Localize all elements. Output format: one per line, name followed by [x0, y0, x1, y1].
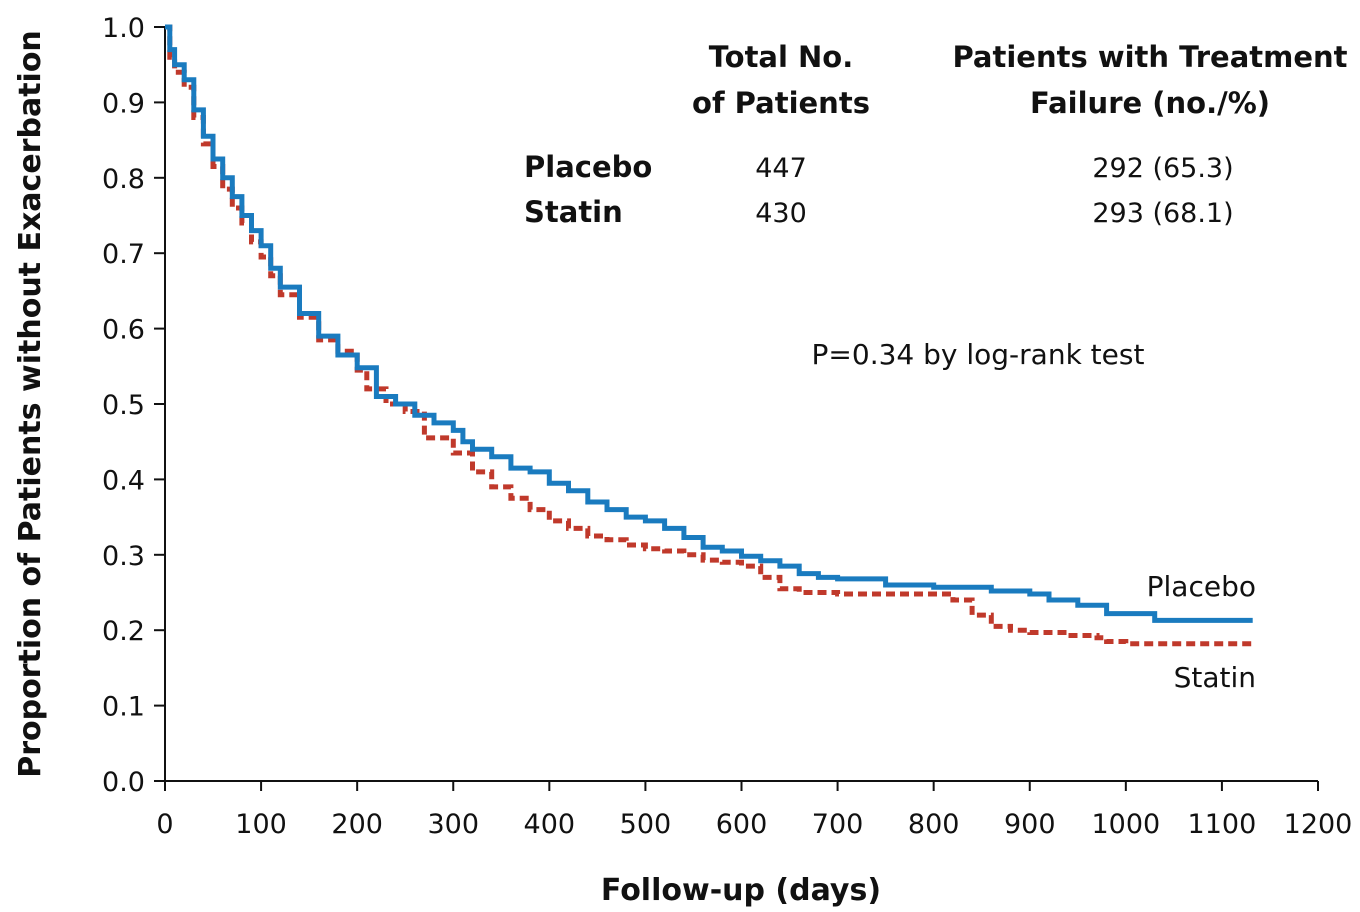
placebo-end-label: Placebo	[1147, 570, 1256, 603]
y-tick-label: 0.6	[102, 315, 145, 346]
x-tick-label: 1200	[1284, 809, 1353, 840]
table-row-group-statin: Statin	[524, 195, 623, 229]
y-tick-label: 0.1	[102, 692, 145, 723]
x-axis-title: Follow-up (days)	[601, 873, 881, 908]
table-row-failure-placebo: 292 (65.3)	[1092, 153, 1233, 184]
x-tick-label: 200	[331, 809, 383, 840]
table-col1-header-line1: Total No.	[709, 40, 854, 74]
y-tick-label: 1.0	[102, 13, 145, 44]
x-tick-label: 1000	[1091, 809, 1160, 840]
axes	[164, 27, 1318, 782]
y-tick-label: 0.2	[102, 616, 145, 647]
table-col2-header-line1: Patients with Treatment	[952, 40, 1347, 74]
y-tick-label: 0.5	[102, 390, 145, 421]
table-col2-header-line2: Failure (no./%)	[1030, 86, 1270, 120]
table-row-group-placebo: Placebo	[524, 150, 652, 184]
y-tick-label: 0.8	[102, 164, 145, 195]
x-tick-label: 500	[620, 809, 672, 840]
x-tick-label: 600	[716, 809, 768, 840]
y-ticks: 0.0 0.1 0.2 0.3 0.4 0.5 0.6 0.7 0.8 0.9 1.0	[102, 13, 165, 798]
series-line-placebo	[165, 24, 1253, 623]
series-layer	[165, 24, 1253, 647]
summary-table: Total No. of Patients Patients with Trea…	[524, 40, 1348, 229]
log-rank-annotation: P=0.34 by log-rank test	[812, 338, 1145, 371]
y-tick-label: 0.4	[102, 465, 145, 496]
y-tick-label: 0.0	[102, 767, 145, 798]
x-tick-label: 1100	[1188, 809, 1257, 840]
x-tick-label: 800	[908, 809, 960, 840]
y-tick-label: 0.3	[102, 541, 145, 572]
x-tick-label: 0	[156, 809, 173, 840]
table-row-failure-statin: 293 (68.1)	[1092, 198, 1233, 229]
x-tick-label: 900	[1004, 809, 1056, 840]
x-tick-label: 100	[235, 809, 287, 840]
table-col1-header-line2: of Patients	[692, 86, 870, 120]
table-row-total-placebo: 447	[755, 153, 807, 184]
y-tick-label: 0.7	[102, 239, 145, 270]
y-axis-title: Proportion of Patients without Exacerbat…	[13, 30, 48, 778]
x-tick-label: 400	[524, 809, 576, 840]
x-tick-label: 300	[427, 809, 479, 840]
table-row-total-statin: 430	[755, 198, 807, 229]
x-tick-label: 700	[812, 809, 864, 840]
statin-end-label: Statin	[1174, 661, 1256, 694]
y-tick-label: 0.9	[102, 88, 145, 119]
x-ticks: 0 100 200 300 400 500 600 700 800 900 1000 1100 1200	[156, 781, 1352, 840]
